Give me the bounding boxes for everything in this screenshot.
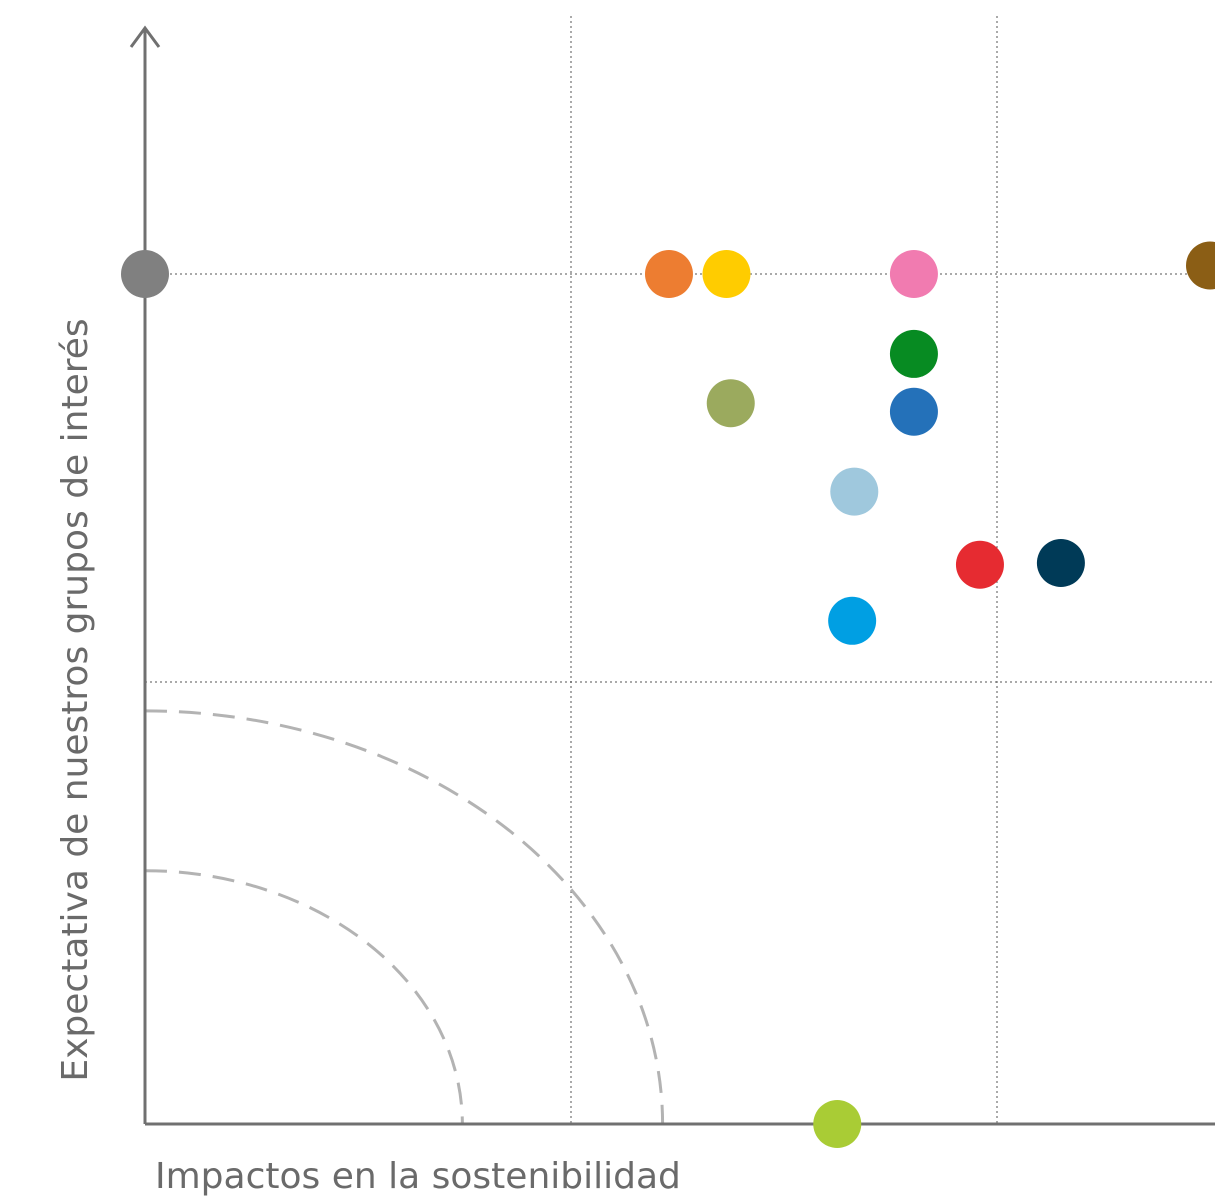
data-point-7 [706,379,755,428]
data-points [121,241,1215,1148]
data-point-6 [889,329,938,378]
data-point-10 [955,540,1004,589]
y-axis-arrow-icon [129,25,161,48]
data-point-5 [1186,241,1215,290]
data-point-3 [702,250,751,298]
data-point-2 [644,250,693,298]
data-point-11 [1036,539,1085,587]
data-point-4 [889,250,938,298]
threshold-arc-1 [144,869,464,1125]
threshold-arcs [144,709,665,1125]
data-point-9 [830,467,879,516]
y-axis-title: Expectativa de nuestros grupos de interé… [55,318,96,1081]
x-axis-title: Impactos en la sostenibilidad [155,1156,681,1197]
threshold-arc-2 [144,709,665,1125]
data-point-1 [121,250,169,298]
data-point-8 [889,387,938,436]
data-point-13 [813,1100,862,1148]
axes [129,25,1215,1126]
data-point-12 [828,596,877,645]
